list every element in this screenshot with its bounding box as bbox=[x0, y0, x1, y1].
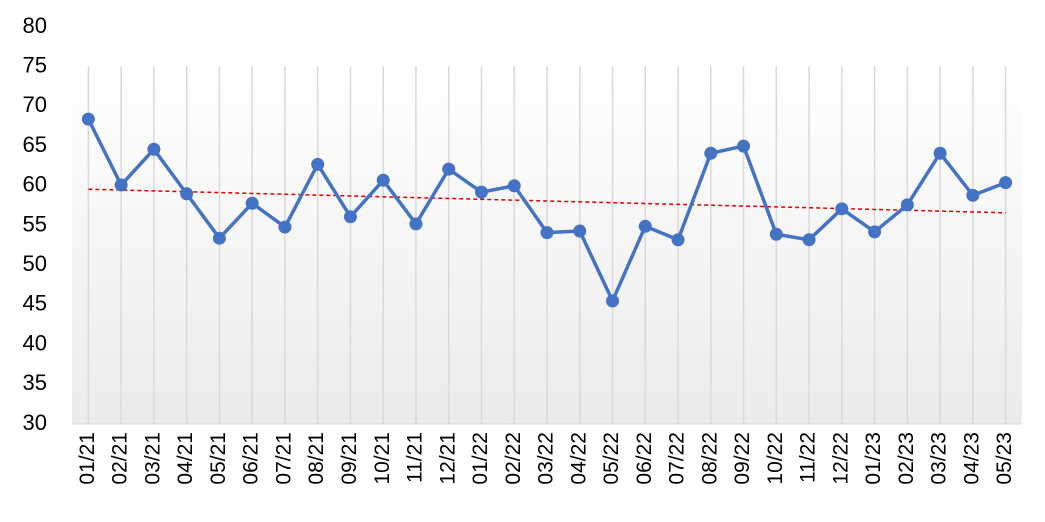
x-tick-label: 11/21 bbox=[404, 432, 427, 483]
x-tick-label: 05/22 bbox=[600, 432, 623, 485]
x-tick-label: 01/21 bbox=[76, 432, 99, 485]
data-point bbox=[147, 142, 161, 156]
data-point bbox=[900, 198, 914, 212]
data-point bbox=[638, 219, 652, 233]
y-tick-label: 50 bbox=[23, 251, 47, 276]
x-tick-label: 02/21 bbox=[109, 432, 132, 485]
x-tick-label: 07/21 bbox=[272, 432, 295, 485]
x-tick-label: 12/22 bbox=[829, 432, 852, 485]
x-tick-label: 05/23 bbox=[993, 432, 1016, 485]
x-tick-label: 06/22 bbox=[633, 432, 656, 485]
data-point bbox=[180, 187, 194, 201]
y-tick-label: 65 bbox=[23, 132, 47, 157]
y-tick-label: 35 bbox=[23, 370, 47, 395]
y-tick-label: 60 bbox=[23, 172, 47, 197]
x-tick-label: 02/22 bbox=[502, 432, 525, 485]
x-tick-label: 02/23 bbox=[895, 432, 918, 485]
x-tick-label: 08/22 bbox=[698, 432, 721, 485]
data-point bbox=[311, 157, 325, 171]
x-tick-label: 09/21 bbox=[338, 432, 361, 485]
x-tick-label: 05/21 bbox=[207, 432, 230, 485]
x-tick-label: 03/22 bbox=[535, 432, 558, 485]
y-tick-label: 45 bbox=[23, 291, 47, 316]
x-tick-label: 09/22 bbox=[731, 432, 754, 485]
x-tick-label: 06/21 bbox=[240, 432, 263, 485]
data-point bbox=[999, 176, 1013, 190]
data-point bbox=[704, 146, 718, 160]
x-tick-label: 03/21 bbox=[141, 432, 164, 485]
data-point bbox=[114, 178, 128, 192]
data-point bbox=[966, 188, 980, 202]
data-point bbox=[474, 185, 488, 199]
data-point bbox=[81, 112, 95, 126]
y-tick-label: 80 bbox=[23, 13, 47, 38]
data-point bbox=[737, 139, 751, 153]
x-tick-label: 12/21 bbox=[436, 432, 459, 485]
data-point bbox=[802, 233, 816, 247]
data-point bbox=[409, 217, 423, 231]
y-tick-label: 75 bbox=[23, 53, 47, 78]
data-point bbox=[671, 233, 685, 247]
trendline bbox=[88, 188, 1006, 214]
x-tick-label: 10/21 bbox=[371, 432, 394, 485]
data-point bbox=[507, 179, 521, 193]
data-point bbox=[573, 224, 587, 238]
x-tick-label: 03/23 bbox=[928, 432, 951, 485]
x-tick-label: 11/22 bbox=[797, 432, 820, 483]
x-tick-label: 01/23 bbox=[862, 432, 885, 485]
data-point bbox=[245, 196, 259, 210]
x-tick-label: 04/21 bbox=[174, 432, 197, 485]
y-tick-label: 55 bbox=[23, 211, 47, 236]
x-tick-label: 10/22 bbox=[764, 432, 787, 485]
data-point bbox=[606, 294, 620, 308]
x-tick-label: 07/22 bbox=[666, 432, 689, 485]
data-point bbox=[343, 210, 357, 224]
data-point bbox=[835, 202, 849, 216]
x-tick-label: 08/21 bbox=[305, 432, 328, 485]
y-tick-label: 40 bbox=[23, 330, 47, 355]
y-tick-label: 70 bbox=[23, 92, 47, 117]
data-point bbox=[933, 146, 947, 160]
data-point bbox=[278, 220, 292, 234]
y-tick-label: 30 bbox=[23, 410, 47, 435]
data-point bbox=[868, 225, 882, 239]
x-tick-label: 01/22 bbox=[469, 432, 492, 485]
x-tick-label: 04/23 bbox=[960, 432, 983, 485]
data-point bbox=[442, 162, 456, 176]
data-point bbox=[540, 226, 554, 240]
data-point bbox=[376, 173, 390, 187]
x-tick-label: 04/22 bbox=[567, 432, 590, 485]
data-point bbox=[769, 227, 783, 241]
data-point bbox=[212, 231, 226, 245]
